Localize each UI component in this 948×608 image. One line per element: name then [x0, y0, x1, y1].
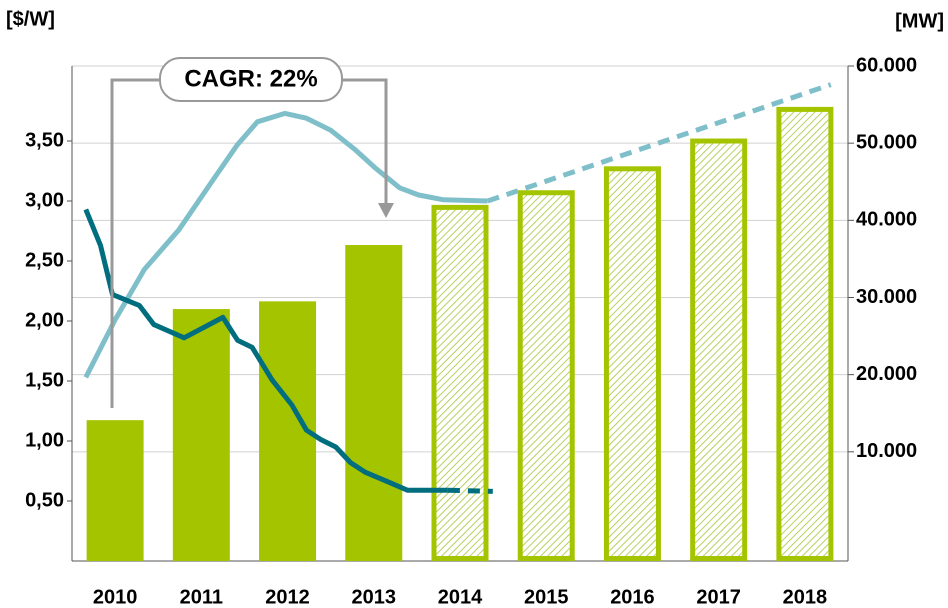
y-tick-label: 3,50	[25, 129, 64, 151]
bar	[345, 245, 403, 561]
bar	[172, 309, 230, 561]
annotation: CAGR: 22%	[184, 65, 317, 92]
bar	[776, 106, 834, 562]
y-tick-label: 3,00	[25, 189, 64, 211]
y2-tick-label: 10.000	[856, 440, 917, 462]
x-tick-label: 2017	[696, 586, 741, 608]
line	[83, 110, 488, 379]
bar	[517, 190, 575, 561]
x-tick-label: 2016	[610, 586, 655, 608]
line	[83, 208, 448, 493]
y-tick-label: 0,50	[25, 489, 64, 511]
y2-tick-label: 40.000	[856, 209, 917, 231]
y-axis-label: [$/W]	[6, 8, 55, 30]
y2-tick-label: 50.000	[856, 131, 917, 153]
x-tick-label: 2018	[783, 586, 828, 608]
x-tick-label: 2013	[352, 586, 397, 608]
x-tick-label: 2012	[265, 586, 310, 608]
y-tick-label: 2,00	[25, 309, 64, 331]
bar	[603, 166, 661, 561]
x-tick-label: 2011	[180, 586, 223, 608]
bar	[690, 138, 748, 562]
y-tick-label: 1,00	[25, 429, 64, 451]
annotation-bracket	[110, 78, 388, 408]
bar	[431, 204, 489, 561]
y2-tick-label: 60.000	[856, 54, 917, 76]
y2-tick-label: 30.000	[856, 286, 917, 308]
x-tick-label: 2014	[438, 586, 483, 608]
annotation-box	[159, 57, 343, 102]
bar	[86, 420, 144, 561]
y-tick-label: 1,50	[25, 369, 64, 391]
y2-tick-label: 20.000	[856, 363, 917, 385]
y2-axis-label: [MW]	[895, 10, 944, 32]
line	[447, 487, 493, 494]
x-tick-label: 2015	[524, 586, 569, 608]
y-tick-label: 2,50	[25, 249, 64, 271]
line	[486, 82, 832, 204]
x-tick-label: 2010	[93, 586, 138, 608]
annotation-arrow	[378, 203, 394, 218]
